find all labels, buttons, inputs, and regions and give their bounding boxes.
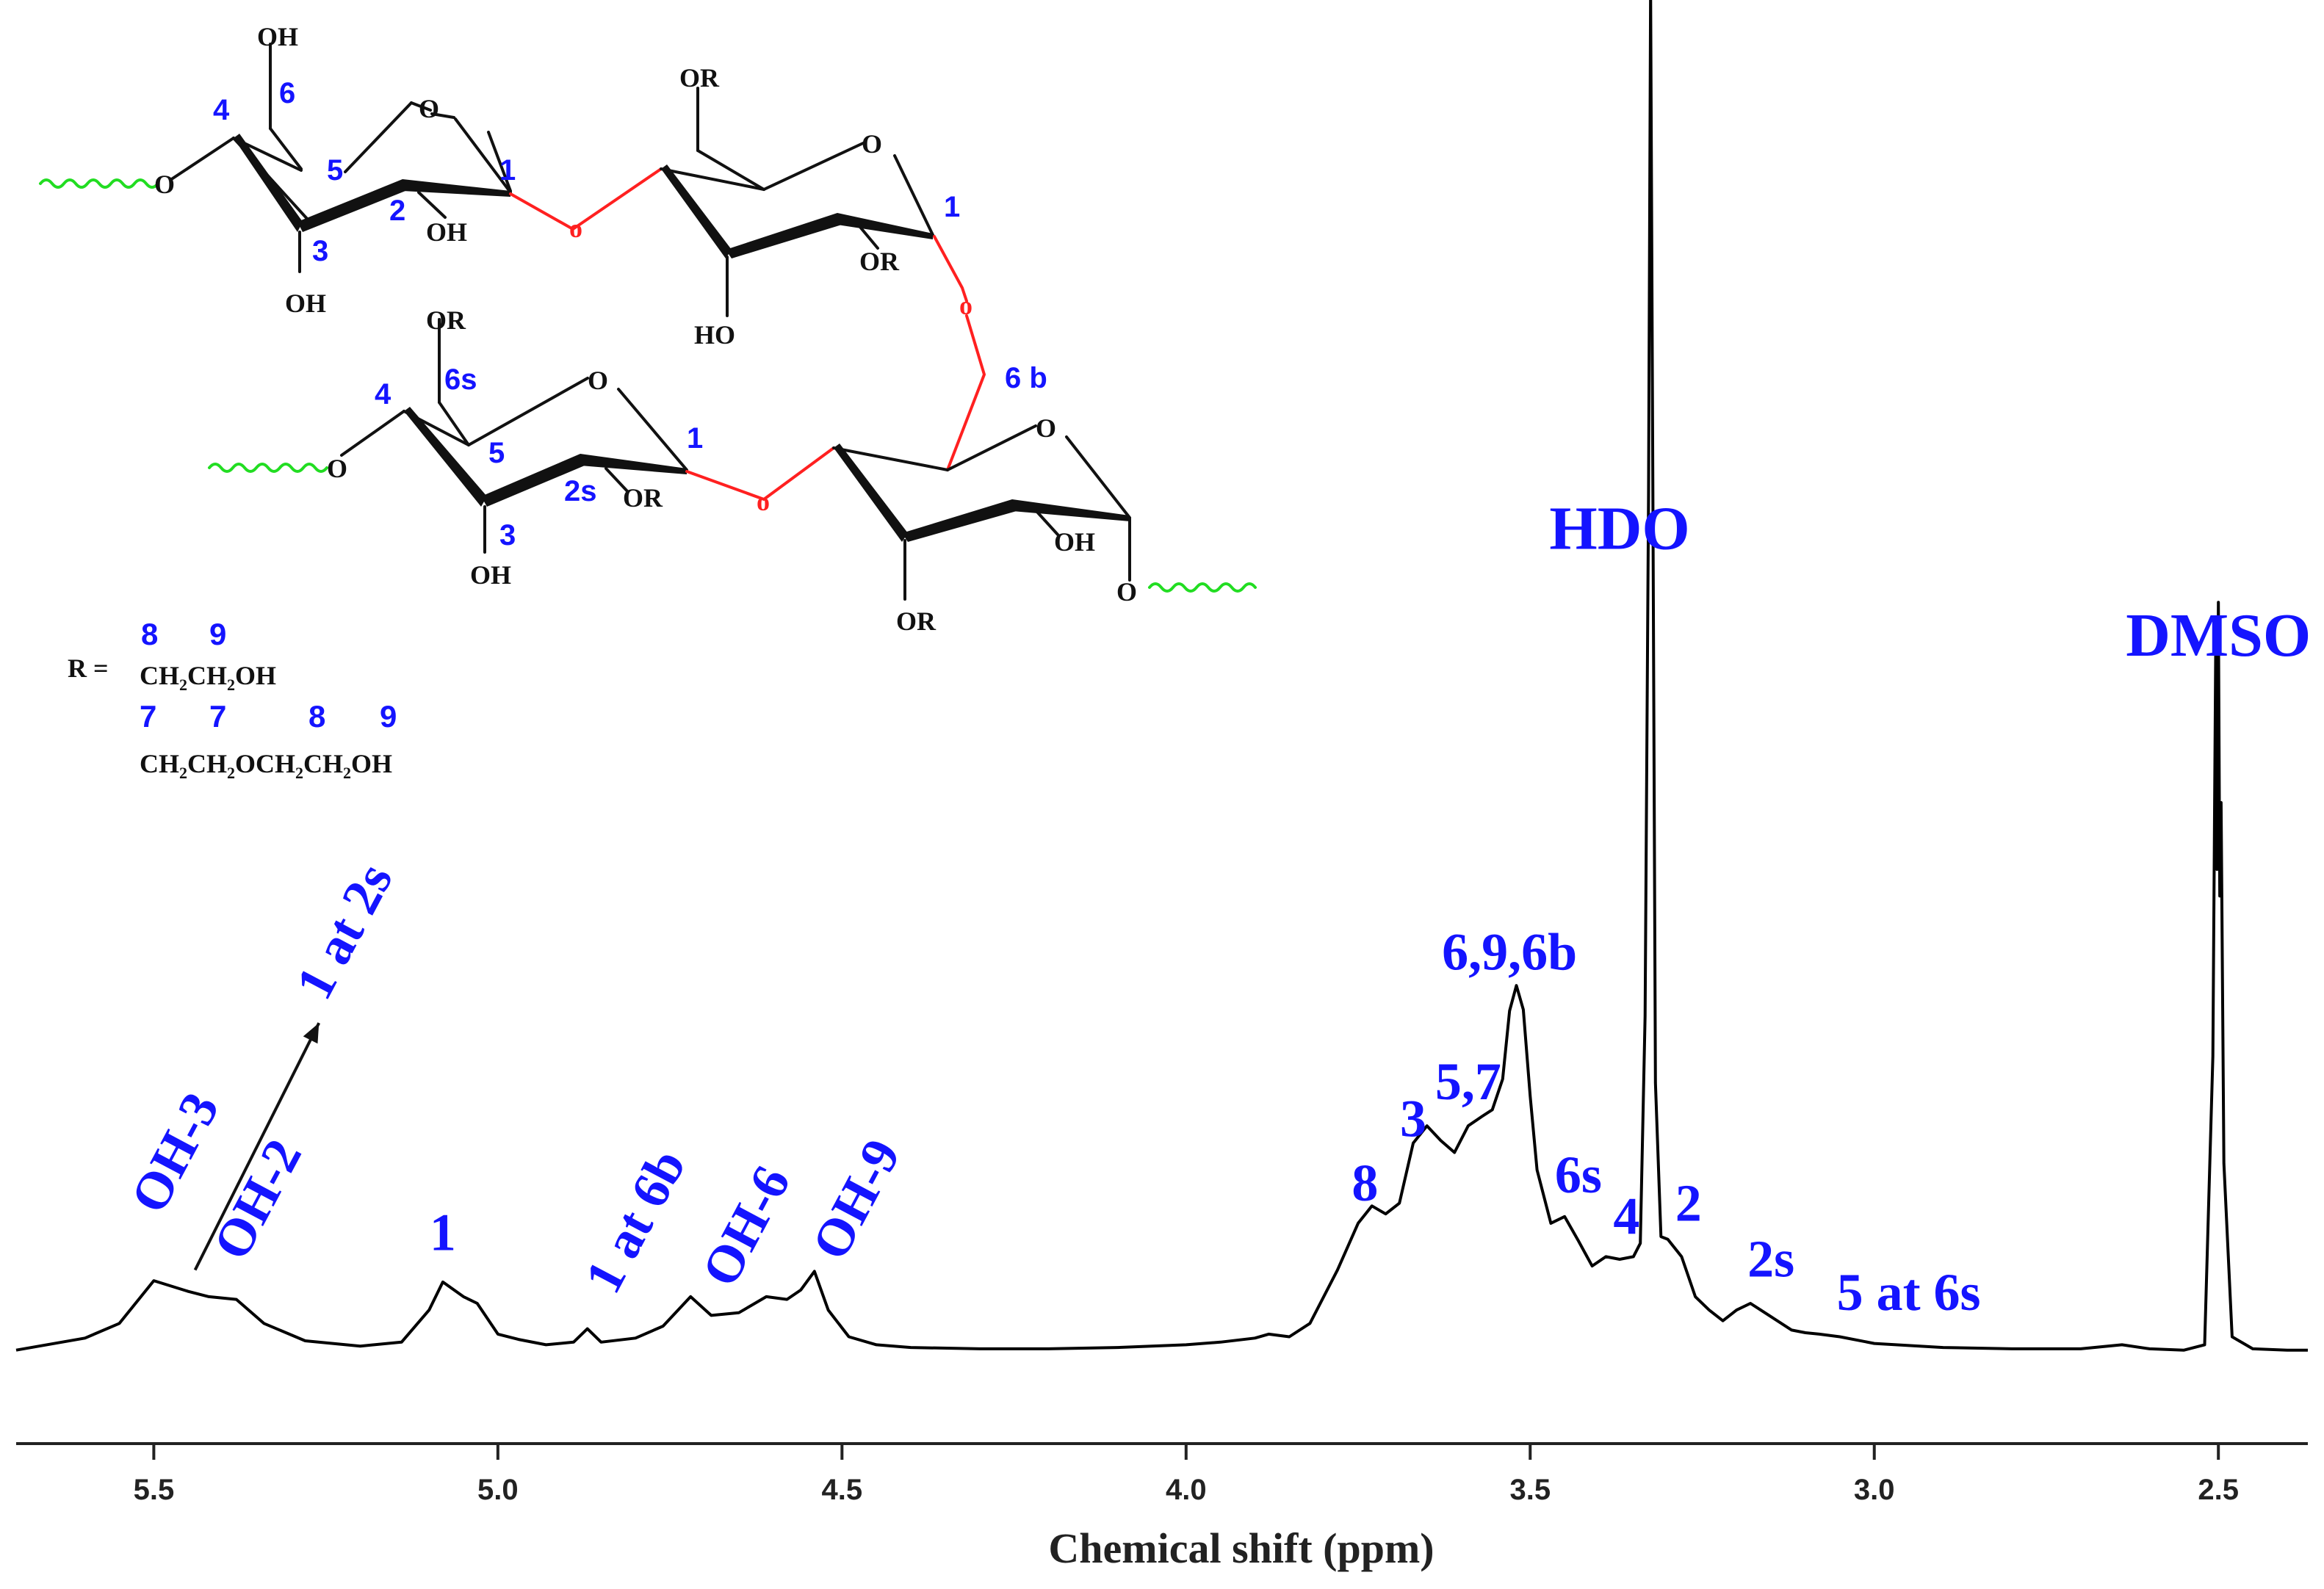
- r-line2-num-7a: 7: [140, 699, 156, 734]
- peak-label: HDO: [1549, 494, 1689, 562]
- r-prefix: R =: [68, 654, 109, 683]
- peak-label: 1: [430, 1203, 456, 1262]
- peak-label: 5,7: [1435, 1052, 1501, 1111]
- wavy-bond-icon: [39, 178, 159, 189]
- pos-ring-c-5: 5: [488, 437, 505, 469]
- r-line2-num-7b: 7: [209, 699, 226, 734]
- group-ring-b-6: OR: [679, 63, 720, 93]
- group-ring-d-1: O: [1116, 577, 1137, 607]
- x-axis-ticks: 5.5 5.0 4.5 4.0 3.5 3.0 2.5: [134, 1444, 2239, 1506]
- pos-ring-a-5: 5: [327, 154, 343, 187]
- arrow-head-icon: [303, 1023, 320, 1044]
- peak-label: 6,9,6b: [1442, 922, 1577, 981]
- pos-ring-a-2: 2: [389, 195, 405, 227]
- pos-ring-c-3: 3: [499, 519, 516, 551]
- group-link-bd-O: o: [959, 291, 972, 320]
- ring-d: [832, 424, 1131, 601]
- group-ring-d-3: OR: [896, 607, 937, 636]
- x-tick-label: 5.5: [134, 1474, 175, 1506]
- r-line2-num-9: 9: [380, 699, 397, 734]
- x-tick-label: 4.0: [1166, 1474, 1207, 1506]
- group-ring-d-2: OH: [1054, 527, 1095, 557]
- x-axis-title: Chemical shift (ppm): [1048, 1524, 1434, 1572]
- r-line1-num-9: 9: [209, 617, 226, 651]
- peak-label: 2s: [1747, 1230, 1794, 1289]
- group-ring-d-ringO: O: [1036, 413, 1056, 443]
- structure-position-labels: 6 4 5 1 2 3 1 6s 4 5 1 2s 3 6 b: [213, 77, 1047, 551]
- plot-area: 5.5 5.0 4.5 4.0 3.5 3.0 2.5 Chemical shift (pp…: [15, 0, 2311, 1572]
- group-ring-a-2: OH: [426, 217, 467, 247]
- group-ring-a-3: OH: [285, 289, 326, 318]
- x-tick-label: 4.5: [822, 1474, 863, 1506]
- group-ring-b-3: HO: [694, 320, 735, 350]
- structure-group-labels: OH O OH OH O o OR O OR HO o OR O OR OH O…: [154, 22, 1137, 636]
- group-ring-c-ringO: O: [588, 366, 608, 395]
- wavy-bond-icon: [208, 463, 328, 473]
- group-ring-c-2s: OR: [623, 483, 663, 513]
- spectrum-line: [15, 0, 2308, 1352]
- pos-ring-c-1: 1: [687, 422, 703, 455]
- r-definition: R = 8 9 7 7 8 9 CH2CH2OH CH2CH2OCH2CH2OH: [68, 617, 397, 782]
- group-ring-a-ringO: O: [419, 94, 439, 123]
- group-ring-b-ringO: O: [862, 129, 882, 159]
- glycosidic-bond: [685, 446, 835, 501]
- pos-ring-a-4: 4: [213, 94, 230, 126]
- x-tick-label: 3.5: [1509, 1474, 1551, 1506]
- r-line1-formula: CH2CH2OH: [140, 661, 276, 694]
- peak-label: OH-9: [801, 1130, 912, 1269]
- pos-ring-a-1: 1: [499, 154, 516, 187]
- group-ring-c-6s: OR: [426, 305, 466, 335]
- peak-label: OH-2: [202, 1130, 313, 1269]
- r-line1-num-8: 8: [141, 617, 158, 651]
- pos-ring-c-6s: 6s: [444, 363, 477, 396]
- group-ring-c-3: OH: [470, 560, 511, 590]
- group-ring-c-4: O: [327, 454, 347, 483]
- group-ring-a-4: O: [154, 170, 175, 199]
- x-tick-label: 5.0: [477, 1474, 519, 1506]
- group-ring-a-6: OH: [257, 22, 298, 51]
- pos-ring-b-1: 1: [944, 191, 960, 223]
- peak-label: 6s: [1555, 1145, 1602, 1204]
- ring-a: [169, 43, 512, 273]
- group-link-cd-O: o: [757, 487, 770, 516]
- peak-label: 1 at 6b: [574, 1140, 697, 1302]
- pos-ring-a-6: 6: [279, 77, 295, 109]
- r-line2-num-8: 8: [308, 699, 325, 734]
- peak-label: 3: [1400, 1090, 1426, 1148]
- pos-ring-a-3: 3: [312, 235, 328, 267]
- pos-ring-c-2s: 2s: [564, 475, 597, 507]
- peak-label: OH-6: [690, 1157, 801, 1295]
- peak-label: 1 at 2s: [284, 854, 404, 1009]
- chemical-structure: [39, 43, 1257, 601]
- wavy-bond-icon: [1148, 582, 1257, 593]
- peak-label: 4: [1613, 1187, 1639, 1245]
- pos-ring-c-4: 4: [375, 378, 391, 410]
- peak-label: OH-3: [119, 1083, 230, 1222]
- peak-label: 2: [1675, 1173, 1702, 1232]
- peak-label: 8: [1352, 1154, 1378, 1212]
- glycosidic-bond: [509, 167, 663, 231]
- peak-label: DMSO: [2126, 601, 2311, 670]
- peak-label: 5 at 6s: [1837, 1263, 1981, 1322]
- group-ring-b-2: OR: [859, 247, 900, 276]
- r-line2-formula: CH2CH2OCH2CH2OH: [140, 749, 392, 782]
- x-tick-label: 3.0: [1854, 1474, 1895, 1506]
- arrow-1-at-2s: [193, 1022, 321, 1271]
- x-tick-label: 2.5: [2198, 1474, 2239, 1506]
- ring-b: [660, 87, 934, 317]
- group-link-ab-O: o: [569, 214, 582, 243]
- ring-c: [340, 318, 688, 554]
- pos-ring-d-6b: 6 b: [1005, 362, 1047, 394]
